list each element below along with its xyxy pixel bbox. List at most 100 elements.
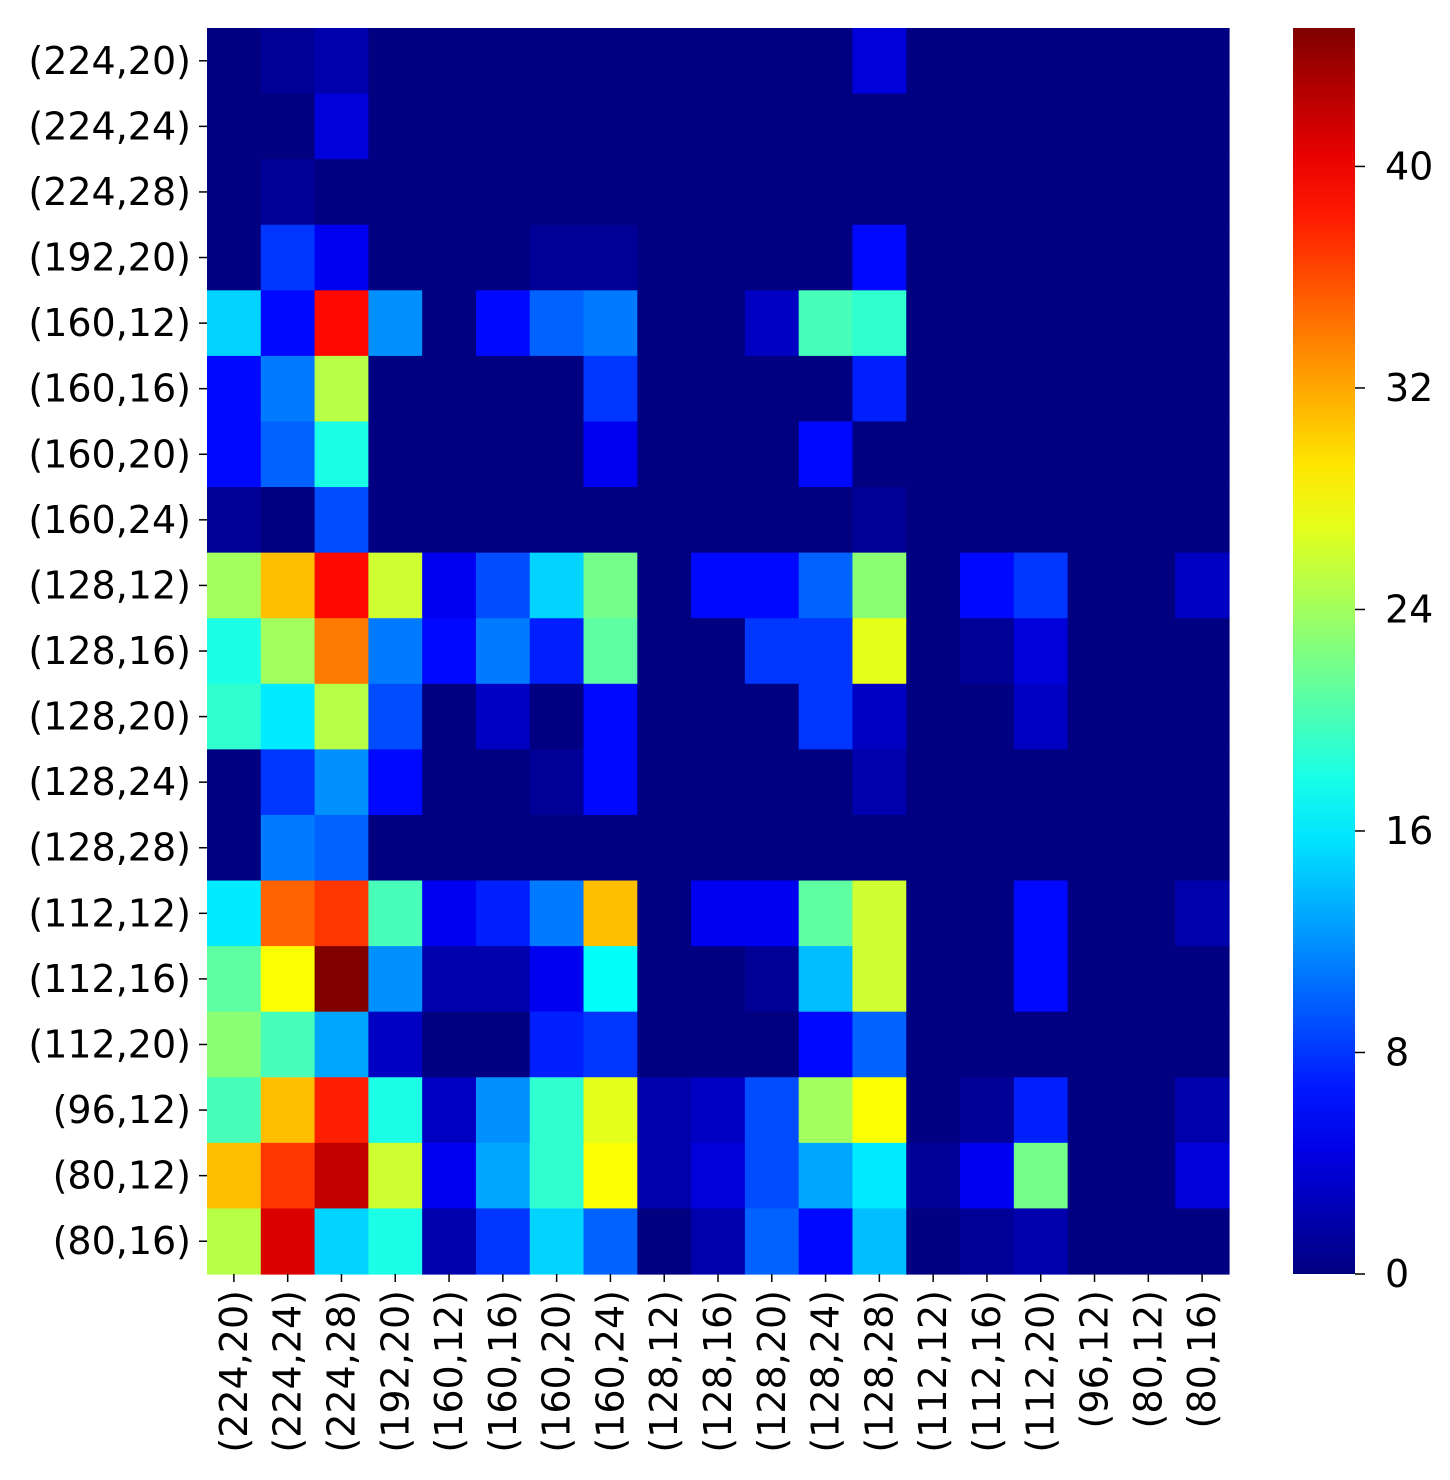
heatmap-cell bbox=[1067, 880, 1123, 947]
heatmap-cell bbox=[314, 1142, 369, 1210]
x-axis-ticks: (224,20) (224,24) (224,28) (192,20) (160,12)… bbox=[212, 1274, 1224, 1453]
heatmap-cell bbox=[1013, 1142, 1069, 1210]
heatmap-cell bbox=[691, 421, 746, 488]
heatmap-cell bbox=[960, 683, 1015, 750]
x-tick-label: (160,16) bbox=[481, 1290, 525, 1453]
heatmap-cell bbox=[960, 487, 1015, 554]
heatmap-cell bbox=[1175, 355, 1230, 423]
y-tick-label: (128,20) bbox=[28, 695, 191, 739]
heatmap-cell bbox=[637, 93, 692, 160]
heatmap-cell bbox=[906, 946, 961, 1013]
heatmap-cell bbox=[691, 1011, 746, 1078]
heatmap-cell bbox=[691, 946, 746, 1013]
y-tick-label: (160,20) bbox=[28, 432, 191, 476]
heatmap-cell bbox=[798, 1077, 854, 1144]
heatmap-cell bbox=[1013, 355, 1069, 423]
heatmap-cell bbox=[691, 487, 746, 554]
heatmap-cell bbox=[422, 814, 477, 882]
heatmap-cell bbox=[207, 159, 262, 226]
colorbar-tick-label: 40 bbox=[1385, 144, 1433, 188]
heatmap-cell bbox=[207, 683, 262, 750]
heatmap-cell bbox=[744, 159, 800, 226]
heatmap-cell bbox=[475, 683, 531, 750]
heatmap-cell bbox=[1013, 93, 1069, 160]
heatmap-cell bbox=[906, 421, 961, 488]
heatmap-cell bbox=[691, 552, 746, 619]
heatmap-cell bbox=[422, 93, 477, 160]
colorbar bbox=[1293, 28, 1355, 1274]
heatmap-cell bbox=[368, 946, 423, 1013]
heatmap-cell bbox=[314, 683, 369, 750]
heatmap-cell bbox=[1175, 946, 1230, 1013]
heatmap-cell bbox=[529, 355, 585, 423]
heatmap-cell bbox=[906, 880, 961, 947]
heatmap-cell bbox=[852, 421, 907, 488]
heatmap-cell bbox=[368, 552, 423, 619]
x-tick-label: (96,12) bbox=[1073, 1290, 1117, 1428]
heatmap-cell bbox=[1067, 814, 1123, 882]
heatmap-cell bbox=[852, 552, 907, 619]
y-tick-label: (112,12) bbox=[28, 891, 191, 935]
heatmap-cell bbox=[260, 1208, 316, 1275]
heatmap-cell bbox=[798, 552, 854, 619]
heatmap-cell bbox=[1175, 159, 1230, 226]
heatmap-cell bbox=[1067, 618, 1123, 685]
heatmap-cell bbox=[260, 159, 316, 226]
heatmap-cell bbox=[1067, 683, 1123, 750]
heatmap-cell bbox=[260, 749, 316, 816]
heatmap-cell bbox=[583, 93, 638, 160]
heatmap-cell bbox=[1067, 290, 1123, 357]
y-tick-label: (80,16) bbox=[53, 1219, 191, 1263]
heatmap-cell bbox=[1121, 880, 1176, 947]
heatmap-cell bbox=[314, 814, 369, 882]
heatmap-cell bbox=[744, 1077, 800, 1144]
heatmap-cell bbox=[637, 28, 692, 95]
heatmap-cell bbox=[1013, 1011, 1069, 1078]
heatmap-cell bbox=[1121, 618, 1176, 685]
heatmap-cell bbox=[368, 1208, 423, 1275]
heatmap-cell bbox=[691, 159, 746, 226]
heatmap-cell bbox=[422, 1142, 477, 1210]
heatmap-cell bbox=[852, 355, 907, 423]
heatmap-cell bbox=[583, 683, 638, 750]
heatmap-cell bbox=[906, 1208, 961, 1275]
heatmap-cell bbox=[906, 683, 961, 750]
heatmap-cell bbox=[314, 290, 369, 357]
heatmap-cell bbox=[852, 290, 907, 357]
heatmap-cell bbox=[1013, 421, 1069, 488]
heatmap-cell bbox=[744, 224, 800, 291]
heatmap-cell bbox=[475, 552, 531, 619]
colorbar-tick-label: 32 bbox=[1385, 366, 1433, 410]
heatmap-cell bbox=[906, 224, 961, 291]
heatmap-cell bbox=[798, 749, 854, 816]
heatmap-cell bbox=[529, 159, 585, 226]
heatmap-cell bbox=[798, 1011, 854, 1078]
heatmap-cell bbox=[475, 290, 531, 357]
heatmap-cell bbox=[422, 552, 477, 619]
heatmap-cell bbox=[368, 159, 423, 226]
heatmap-cell bbox=[798, 814, 854, 882]
heatmap-cell bbox=[1067, 1011, 1123, 1078]
heatmap-cell bbox=[1121, 749, 1176, 816]
heatmap-cell bbox=[422, 224, 477, 291]
y-tick-label: (192,20) bbox=[28, 236, 191, 280]
heatmap-cell bbox=[960, 28, 1015, 95]
heatmap-cell bbox=[314, 159, 369, 226]
heatmap-cell bbox=[207, 224, 262, 291]
heatmap-cell bbox=[960, 1011, 1015, 1078]
heatmap-cells bbox=[207, 28, 1230, 1275]
heatmap-cell bbox=[260, 93, 316, 160]
y-tick-label: (80,12) bbox=[53, 1154, 191, 1198]
x-tick-label: (160,20) bbox=[535, 1290, 579, 1453]
heatmap-cell bbox=[475, 1011, 531, 1078]
heatmap-cell bbox=[906, 28, 961, 95]
heatmap-cell bbox=[906, 618, 961, 685]
heatmap-cell bbox=[1067, 1142, 1123, 1210]
heatmap-cell bbox=[207, 93, 262, 160]
heatmap-cell bbox=[529, 1208, 585, 1275]
heatmap-cell bbox=[906, 1142, 961, 1210]
heatmap-cell bbox=[691, 1077, 746, 1144]
heatmap-cell bbox=[1013, 28, 1069, 95]
heatmap-cell bbox=[852, 749, 907, 816]
